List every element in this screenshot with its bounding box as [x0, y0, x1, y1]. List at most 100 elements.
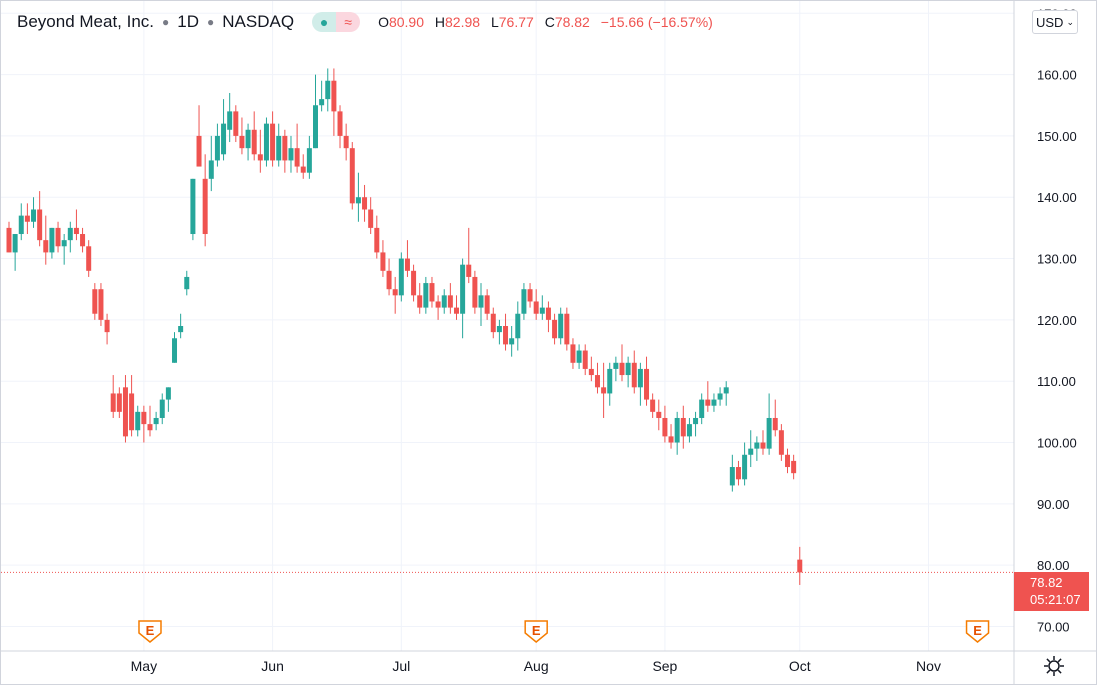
candle-body	[552, 319, 558, 339]
candle-body	[98, 289, 104, 320]
delayed-data-icon[interactable]: ≈	[336, 12, 361, 32]
candle-body	[12, 234, 18, 253]
candle-body	[129, 393, 135, 431]
candle-body	[86, 246, 92, 271]
candle-body	[288, 148, 294, 161]
candle-body	[172, 338, 178, 363]
candle-body	[190, 178, 196, 235]
candle-body	[570, 344, 576, 363]
high-value: 82.98	[445, 14, 481, 30]
status-pill[interactable]: ● ≈	[312, 12, 361, 32]
candle-body	[404, 258, 410, 271]
candle-body	[791, 460, 797, 474]
candle-body	[576, 350, 582, 363]
candle-body	[662, 417, 668, 437]
candle-body	[49, 227, 55, 253]
candle-body	[355, 197, 361, 204]
candle-body	[386, 270, 392, 290]
candle-body	[680, 417, 686, 437]
candle-body	[6, 227, 12, 253]
candle-body	[300, 166, 306, 173]
candle-body	[122, 387, 128, 437]
candle-body	[147, 424, 153, 431]
candle-body	[282, 135, 288, 161]
x-tick-label: Jul	[392, 658, 410, 674]
y-tick-label: 140.00	[1037, 190, 1077, 205]
candle-body	[343, 135, 349, 149]
candle-body	[785, 454, 791, 468]
candle-body	[607, 368, 613, 394]
candle-body	[368, 209, 374, 228]
x-tick-label: Nov	[916, 658, 941, 674]
candle-body	[441, 295, 447, 308]
candle-body	[55, 227, 61, 247]
candle-body	[772, 417, 778, 431]
y-tick-label: 100.00	[1037, 436, 1077, 451]
candle-body	[374, 227, 380, 253]
candle-body	[104, 319, 110, 333]
candle-body	[637, 368, 643, 388]
interval-label[interactable]: 1D	[177, 12, 200, 31]
candle-body	[349, 148, 355, 204]
candle-body	[509, 338, 515, 345]
separator-dot: ●	[207, 15, 215, 29]
candle-body	[319, 99, 325, 106]
candle-body	[380, 252, 386, 271]
candle-body	[754, 442, 760, 449]
candle-body	[73, 227, 79, 235]
y-tick-label: 160.00	[1037, 68, 1077, 83]
x-tick-label: May	[131, 658, 157, 674]
candle-body	[270, 123, 276, 161]
separator-dot: ●	[162, 15, 170, 29]
currency-selector[interactable]: USD ⌄	[1032, 10, 1078, 34]
y-tick-label: 130.00	[1037, 252, 1077, 267]
symbol-title[interactable]: Beyond Meat, Inc.	[17, 12, 155, 31]
candle-body	[141, 411, 147, 425]
candle-body	[742, 454, 748, 480]
candle-body	[619, 362, 625, 376]
candle-body	[447, 295, 453, 308]
y-tick-label: 90.00	[1037, 497, 1070, 512]
last-price-tag: 78.82 05:21:07	[1014, 572, 1089, 611]
candle-body	[31, 209, 37, 222]
earnings-e-icon[interactable]: E	[524, 620, 548, 643]
earnings-label: E	[973, 623, 982, 638]
candle-body	[674, 417, 680, 443]
market-status-icon[interactable]: ●	[312, 12, 337, 32]
candle-body	[778, 430, 784, 455]
candle-body	[227, 111, 233, 130]
candle-body	[263, 123, 269, 161]
candle-body	[165, 387, 171, 400]
y-tick-label: 150.00	[1037, 129, 1077, 144]
gear-icon[interactable]	[1042, 654, 1066, 678]
earnings-e-icon[interactable]: E	[138, 620, 162, 643]
candle-body	[110, 393, 116, 412]
candle-body	[644, 368, 650, 400]
candle-body	[539, 307, 545, 314]
candle-body	[478, 295, 484, 308]
currency-label: USD	[1036, 14, 1064, 30]
earnings-e-icon[interactable]: E	[965, 620, 990, 643]
candle-body	[257, 154, 263, 161]
last-price-value: 78.82	[1030, 575, 1063, 590]
candle-body	[735, 467, 741, 480]
candle-body	[705, 399, 711, 406]
candle-body	[594, 375, 600, 388]
candle-body	[625, 362, 631, 376]
x-tick-label: Sep	[652, 658, 677, 674]
ohlc-values: O80.90 H82.98 L76.77 C78.82 −15.66 (−16.…	[378, 14, 713, 30]
exchange-label: NASDAQ	[222, 12, 295, 31]
candle-body	[24, 215, 30, 222]
candle-body	[490, 313, 496, 333]
symbol-legend: Beyond Meat, Inc. ● 1D ● NASDAQ ● ≈ O80.…	[17, 11, 720, 33]
candle-body	[558, 313, 564, 339]
candle-body	[472, 276, 478, 308]
candle-body	[178, 326, 184, 333]
candle-body	[184, 276, 190, 290]
candle-body	[515, 313, 521, 339]
candle-body	[711, 399, 717, 406]
candle-body	[699, 399, 705, 418]
candle-body	[208, 160, 214, 179]
